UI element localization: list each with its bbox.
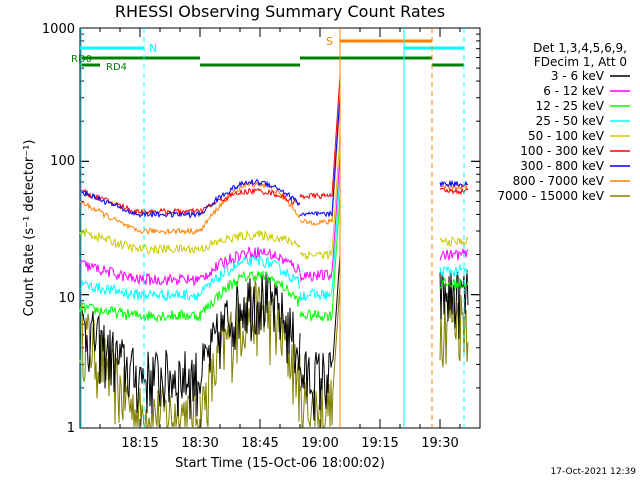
series-line-25-50keV: [299, 174, 341, 303]
series-line-6-12keV: [199, 246, 301, 281]
series-line-300-800keV: [299, 93, 341, 218]
legend-label-12-25: 12 - 25 keV: [536, 99, 605, 113]
y-tick-label-100: 100: [50, 154, 75, 169]
legend: Det 1,3,4,5,6,9, FDecim 1, Att 0 3 - 6 k…: [497, 41, 630, 203]
x-tick-label-1915: 19:15: [361, 436, 398, 451]
legend-header-2: FDecim 1, Att 0: [534, 55, 627, 69]
flag-label-n: N: [149, 42, 157, 55]
series-line-50-100keV: [199, 229, 301, 253]
x-tick-label-1830: 18:30: [181, 436, 218, 451]
series-line-50-100keV: [439, 236, 469, 248]
x-tick-label-1930: 19:30: [421, 436, 458, 451]
series-line-300-800keV: [439, 179, 469, 188]
series-line-7000-15000keV: [79, 302, 200, 429]
series-lines: [79, 75, 469, 429]
flag-markers: [80, 28, 465, 428]
series-line-6-12keV: [439, 248, 469, 261]
y-axis-label: Count Rate (s⁻¹ detector⁻¹): [22, 140, 37, 317]
series-line-25-50keV: [79, 280, 201, 303]
legend-header-1: Det 1,3,4,5,6,9,: [533, 41, 627, 55]
series-line-100-300keV: [439, 186, 469, 196]
series-line-300-800keV: [199, 178, 301, 216]
series-line-12-25keV: [199, 270, 301, 322]
series-line-100-300keV: [79, 188, 201, 217]
series-line-12-25keV: [299, 194, 341, 323]
x-tick-labels: 18:15 18:30 18:45 19:00 19:15 19:30: [121, 436, 458, 451]
legend-swatches: [610, 75, 630, 197]
x-tick-label-1845: 18:45: [241, 436, 278, 451]
footer-timestamp: 17-Oct-2021 12:39: [551, 467, 637, 477]
legend-label-300-800: 300 - 800 keV: [520, 159, 604, 173]
legend-label-50-100: 50 - 100 keV: [528, 129, 605, 143]
x-tick-label-1900: 19:00: [301, 436, 338, 451]
series-line-12-25keV: [79, 302, 201, 324]
series-line-6-12keV: [299, 154, 341, 283]
legend-label-7000-15000: 7000 - 15000 keV: [497, 189, 604, 203]
series-line-3-6keV: [199, 273, 301, 395]
y-tick-label-1000: 1000: [42, 22, 75, 37]
flag-label-rd0: RD0: [71, 54, 92, 65]
series-line-25-50keV: [200, 254, 301, 296]
chart-title: RHESSI Observing Summary Count Rates: [115, 2, 445, 21]
series-line-100-300keV: [299, 75, 341, 200]
legend-label-6-12: 6 - 12 keV: [543, 84, 605, 98]
series-line-12-25keV: [439, 277, 469, 291]
series-line-25-50keV: [439, 263, 469, 278]
series-line-50-100keV: [299, 134, 341, 260]
series-line-3-6keV: [79, 309, 201, 420]
x-tick-label-1815: 18:15: [121, 436, 158, 451]
series-line-3-6keV: [299, 254, 341, 421]
series-line-800-7000keV: [199, 180, 301, 233]
legend-label-800-7000: 800 - 7000 keV: [513, 174, 605, 188]
flag-labels: N S RD0 RD4: [71, 35, 333, 73]
legend-label-25-50: 25 - 50 keV: [536, 114, 605, 128]
legend-label-100-300: 100 - 300 keV: [520, 144, 604, 158]
y-tick-labels: 1 10 100 1000: [42, 22, 75, 436]
y-tick-label-1: 1: [67, 421, 75, 436]
flag-label-s: S: [326, 35, 333, 48]
series-line-6-12keV: [79, 259, 201, 287]
axis-ticks: [79, 27, 481, 429]
series-line-3-6keV: [439, 269, 469, 340]
series-line-800-7000keV: [299, 101, 341, 226]
series-line-300-800keV: [79, 189, 201, 219]
legend-label-3-6: 3 - 6 keV: [551, 69, 605, 83]
series-line-50-100keV: [79, 228, 201, 256]
series-line-800-7000keV: [79, 199, 201, 236]
flag-label-rd4: RD4: [106, 62, 127, 73]
x-axis-label: Start Time (15-Oct-06 18:00:02): [175, 456, 385, 471]
y-tick-label-10: 10: [58, 291, 75, 306]
